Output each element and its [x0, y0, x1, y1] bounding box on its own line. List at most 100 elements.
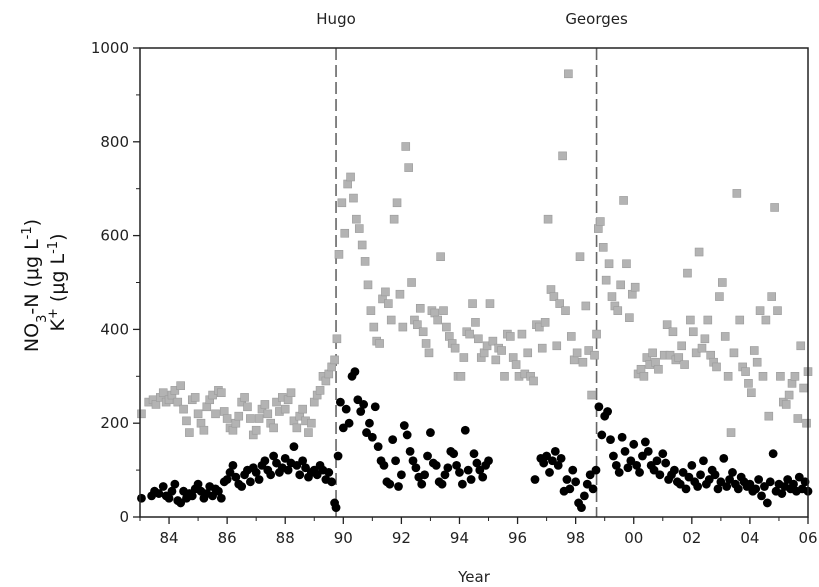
data-point-circle — [399, 421, 409, 430]
data-point-square — [654, 364, 663, 374]
data-point-circle — [632, 461, 642, 470]
data-point-square — [598, 243, 608, 252]
data-point-circle — [472, 458, 482, 468]
data-point-circle — [460, 425, 470, 435]
data-point-square — [665, 350, 675, 360]
data-point-square — [211, 409, 220, 419]
event-labels: Hugo Georges — [316, 10, 628, 28]
data-point-circle — [762, 498, 772, 508]
data-point-circle — [356, 407, 366, 416]
data-point-square — [697, 343, 707, 353]
data-point-circle — [754, 475, 764, 484]
data-point-circle — [396, 470, 406, 480]
data-point-square — [307, 418, 316, 428]
data-point-circle — [449, 449, 459, 459]
y-axis-title-line2: K+ (μg L-1) — [46, 234, 70, 332]
data-point-circle — [571, 477, 581, 487]
data-point-circle — [222, 475, 232, 484]
x-tick-label: 90 — [334, 529, 353, 547]
data-point-square — [761, 315, 771, 325]
data-point-square — [744, 379, 753, 388]
data-point-square — [407, 278, 416, 287]
data-point-circle — [324, 468, 334, 477]
data-point-circle — [437, 479, 447, 489]
data-point-square — [298, 404, 307, 414]
data-point-circle — [333, 451, 343, 461]
y-tick-label: 800 — [100, 133, 129, 151]
data-point-square — [747, 388, 756, 398]
data-point-square — [182, 416, 191, 426]
data-point-circle — [245, 477, 255, 487]
data-point-circle — [696, 470, 705, 480]
data-point-circle — [733, 484, 743, 494]
data-point-square — [491, 355, 501, 365]
data-point-circle — [341, 404, 351, 414]
data-point-square — [540, 318, 550, 327]
data-point-square — [381, 287, 390, 297]
data-point-circle — [170, 479, 180, 489]
data-point-circle — [158, 482, 168, 491]
data-point-square — [366, 306, 376, 315]
x-axis-title: Year — [457, 568, 491, 586]
data-point-square — [392, 198, 402, 208]
data-point-square — [485, 299, 495, 308]
data-point-circle — [466, 475, 476, 484]
data-point-circle — [379, 461, 389, 470]
data-point-square — [703, 315, 713, 325]
data-point-square — [575, 252, 585, 262]
data-point-square — [584, 346, 594, 355]
data-point-square — [465, 329, 474, 339]
data-point-square — [537, 343, 547, 353]
data-point-circle — [655, 470, 665, 480]
series-1 — [137, 367, 813, 513]
data-point-square — [755, 306, 765, 315]
data-point-circle — [722, 482, 732, 491]
data-point-square — [764, 411, 774, 421]
data-point-square — [555, 299, 564, 308]
data-point-square — [346, 172, 355, 182]
data-point-square — [578, 357, 588, 367]
data-point-square — [286, 388, 296, 398]
data-point-circle — [556, 453, 566, 463]
data-point-square — [433, 315, 442, 325]
data-point-square — [176, 381, 185, 390]
data-point-circle — [699, 456, 708, 466]
data-point-square — [741, 367, 750, 376]
data-point-circle — [545, 468, 554, 477]
data-point-square — [415, 303, 425, 313]
data-point-square — [260, 400, 270, 409]
x-tick-label: 86 — [218, 529, 237, 547]
data-point-square — [413, 320, 422, 330]
data-point-circle — [611, 461, 621, 470]
data-point-square — [332, 334, 342, 344]
data-point-circle — [478, 472, 488, 482]
data-point-square — [497, 346, 506, 355]
data-point-square — [683, 268, 692, 278]
y-axis-title: NO3-N (μg L-1) K+ (μg L-1) — [20, 213, 70, 352]
data-point-circle — [658, 449, 668, 459]
data-point-circle — [283, 465, 293, 475]
data-point-square — [601, 275, 611, 285]
data-point-circle — [539, 458, 549, 468]
data-point-circle — [789, 479, 798, 489]
data-point-square — [468, 299, 477, 308]
data-point-circle — [623, 463, 633, 473]
data-point-square — [680, 360, 689, 369]
data-point-circle — [327, 477, 337, 487]
data-point-square — [700, 334, 710, 344]
data-point-square — [592, 329, 601, 339]
data-point-square — [395, 289, 405, 299]
data-point-square — [552, 341, 562, 351]
data-point-square — [450, 343, 460, 353]
data-point-square — [677, 341, 686, 351]
data-point-circle — [757, 491, 766, 501]
data-point-circle — [394, 482, 403, 491]
data-point-circle — [568, 465, 578, 475]
data-point-circle — [269, 451, 278, 461]
data-point-square — [688, 327, 698, 337]
data-point-circle — [373, 442, 383, 452]
data-point-square — [193, 409, 203, 419]
data-point-circle — [298, 456, 308, 466]
data-point-square — [535, 322, 544, 332]
